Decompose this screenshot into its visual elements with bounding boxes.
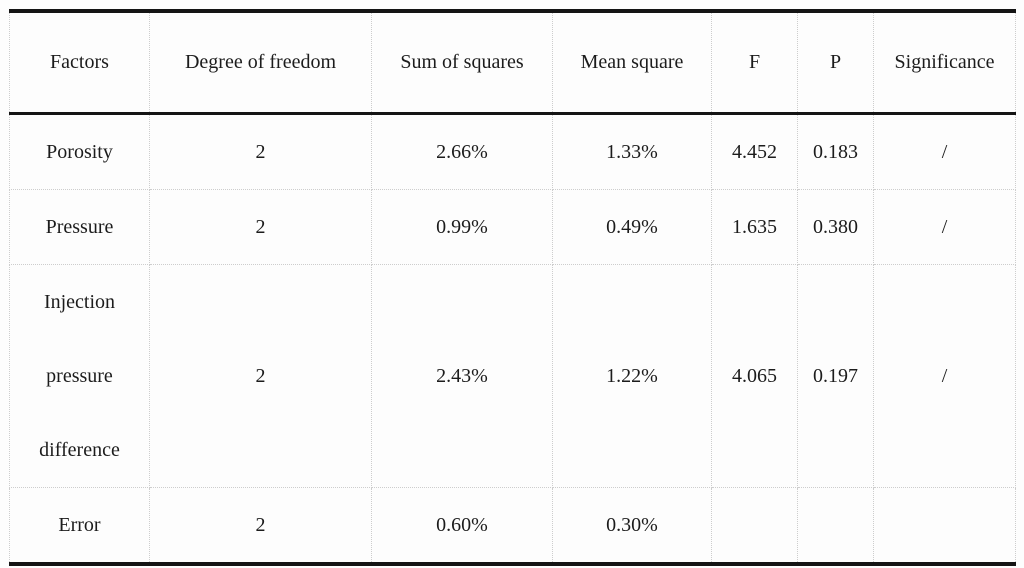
table-header: Factors Degree of freedom Sum of squares… [9, 11, 1016, 115]
cell-mean-square: 0.30% [552, 487, 712, 565]
cell-significance: / [873, 189, 1016, 265]
cell-mean-square: 1.33% [552, 113, 712, 190]
cell-significance: / [873, 113, 1016, 190]
header-row: Factors Degree of freedom Sum of squares… [9, 11, 1016, 115]
cell-df: 2 [149, 487, 372, 565]
column-header-df: Degree of freedom [149, 11, 372, 115]
column-header-f: F [711, 11, 798, 115]
cell-p [797, 487, 874, 565]
cell-p: 0.380 [797, 189, 874, 265]
cell-f: 4.452 [711, 113, 798, 190]
cell-mean-square: 0.49% [552, 189, 712, 265]
column-header-significance: Significance [873, 11, 1016, 115]
table-row-pressure: Pressure 2 0.99% 0.49% 1.635 0.380 / [9, 189, 1016, 265]
column-header-p: P [797, 11, 874, 115]
cell-significance [873, 487, 1016, 565]
column-header-sum-squares: Sum of squares [371, 11, 553, 115]
cell-f: 1.635 [711, 189, 798, 265]
cell-sum-squares: 2.66% [371, 113, 553, 190]
cell-sum-squares: 0.60% [371, 487, 553, 565]
cell-sum-squares: 2.43% [371, 264, 553, 488]
cell-significance: / [873, 264, 1016, 488]
column-header-mean-square: Mean square [552, 11, 712, 115]
cell-df: 2 [149, 264, 372, 488]
column-header-factors: Factors [9, 11, 150, 115]
cell-factor: Porosity [9, 113, 150, 190]
cell-factor: Error [9, 487, 150, 565]
table-row-injection-pressure-difference: Injection pressure difference 2 2.43% 1.… [9, 264, 1016, 488]
cell-df: 2 [149, 113, 372, 190]
table-row-porosity: Porosity 2 2.66% 1.33% 4.452 0.183 / [9, 113, 1016, 190]
cell-sum-squares: 0.99% [371, 189, 553, 265]
cell-factor: Injection pressure difference [9, 264, 150, 488]
cell-mean-square: 1.22% [552, 264, 712, 488]
cell-f [711, 487, 798, 565]
cell-factor: Pressure [9, 189, 150, 265]
cell-f: 4.065 [711, 264, 798, 488]
table-row-error: Error 2 0.60% 0.30% [9, 487, 1016, 565]
anova-table: Factors Degree of freedom Sum of squares… [9, 9, 1016, 566]
cell-p: 0.197 [797, 264, 874, 488]
cell-df: 2 [149, 189, 372, 265]
table-body: Porosity 2 2.66% 1.33% 4.452 0.183 / Pre… [9, 113, 1016, 565]
cell-p: 0.183 [797, 113, 874, 190]
